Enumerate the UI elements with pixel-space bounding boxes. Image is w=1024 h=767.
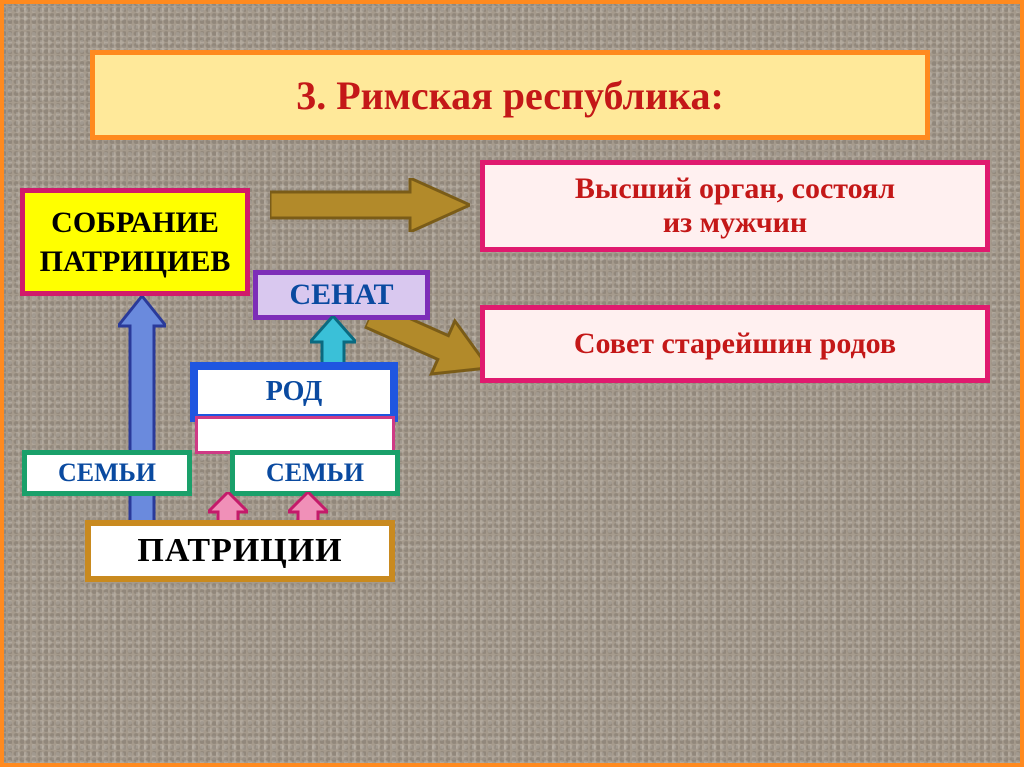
sobranie-line2: ПАТРИЦИЕВ xyxy=(40,242,231,281)
rod-box: РОД xyxy=(190,362,398,422)
title-text: 3. Римская республика: xyxy=(296,72,724,119)
arrow-olive-1 xyxy=(270,178,470,232)
senat-text: СЕНАТ xyxy=(289,278,393,312)
connector-block xyxy=(195,416,395,454)
family2-text: СЕМЬИ xyxy=(266,458,364,488)
highest-organ-box: Высший орган, состоял из мужчин xyxy=(480,160,990,252)
patricii-text: ПАТРИЦИИ xyxy=(137,532,342,570)
council-box: Совет старейшин родов xyxy=(480,305,990,383)
council-text: Совет старейшин родов xyxy=(574,327,896,362)
family1-text: СЕМЬИ xyxy=(58,458,156,488)
highest-line1: Высший орган, состоял xyxy=(575,172,895,207)
rod-text: РОД xyxy=(266,376,323,408)
highest-line2: из мужчин xyxy=(663,206,807,241)
title-box: 3. Римская республика: xyxy=(90,50,930,140)
patricii-box: ПАТРИЦИИ xyxy=(85,520,395,582)
sobranie-line1: СОБРАНИЕ xyxy=(51,203,219,242)
senat-box: СЕНАТ xyxy=(253,270,430,320)
family-box-1: СЕМЬИ xyxy=(22,450,192,496)
family-box-2: СЕМЬИ xyxy=(230,450,400,496)
sobranie-box: СОБРАНИЕ ПАТРИЦИЕВ xyxy=(20,188,250,296)
